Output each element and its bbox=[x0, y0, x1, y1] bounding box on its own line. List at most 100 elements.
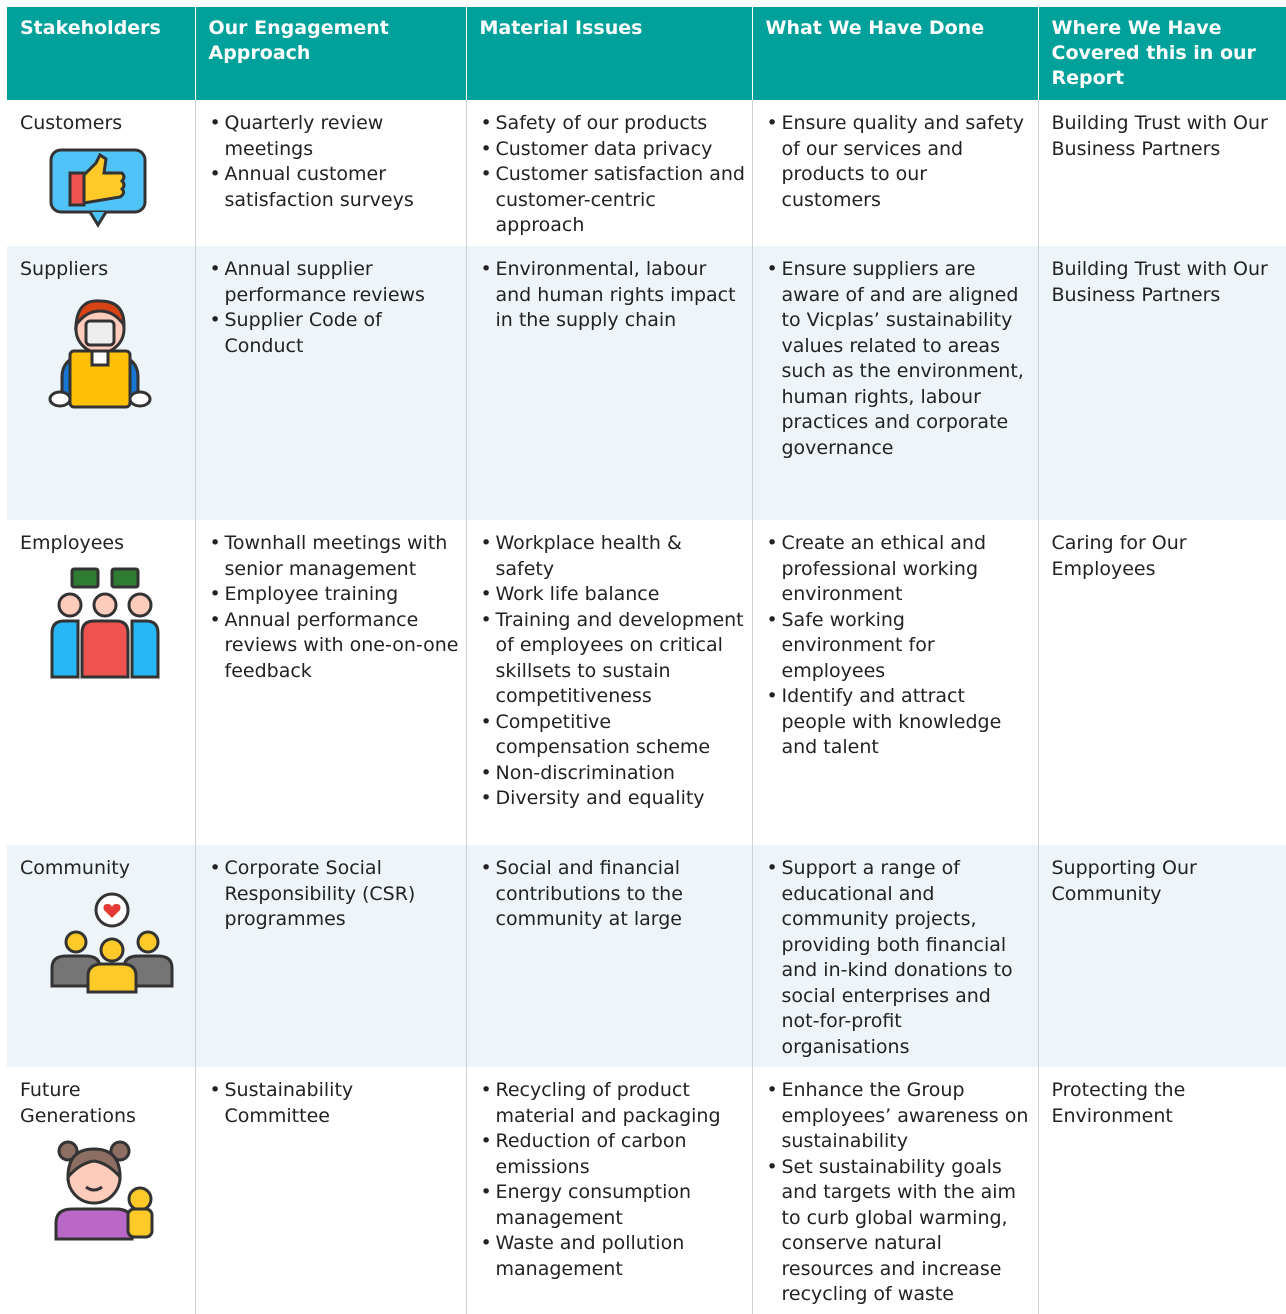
icon-shape bbox=[74, 298, 126, 330]
supplier-icon bbox=[48, 298, 152, 408]
icon-shape bbox=[90, 349, 110, 366]
issue-item: Customer data privacy bbox=[481, 137, 746, 163]
approach-list: Sustainability Committee bbox=[209, 1078, 460, 1129]
issue-list: Recycling of product material and packag… bbox=[480, 1078, 746, 1282]
table-wrap: Stakeholders Our Engagement Approach Mater… bbox=[7, 7, 1286, 1314]
employee-icon bbox=[50, 567, 160, 678]
approach-item: Townhall meetings with senior management bbox=[210, 531, 460, 582]
issue-item: Recycling of product material and packag… bbox=[481, 1078, 746, 1129]
icon-shape bbox=[110, 567, 140, 588]
icon-shape bbox=[70, 567, 100, 588]
action-item: Ensure suppliers are aware of and are al… bbox=[767, 257, 1032, 461]
approach-cell: Quarterly review meetingsAnnual customer… bbox=[194, 100, 466, 246]
report-cell: Building Trust with Our Business Partner… bbox=[1037, 100, 1286, 246]
icon-shape bbox=[80, 619, 130, 678]
icon-shape bbox=[130, 619, 160, 678]
header-cell: What We Have Done bbox=[751, 7, 1038, 100]
customer-icon bbox=[49, 148, 147, 228]
icon-shape bbox=[92, 592, 118, 617]
action-item: Safe working environment for employees bbox=[767, 608, 1032, 685]
approach-item: Corporate Social Responsibility (CSR) pr… bbox=[210, 856, 460, 933]
issue-list: Safety of our productsCustomer data priv… bbox=[480, 111, 746, 239]
action-item: Enhance the Group employees’ awareness o… bbox=[767, 1078, 1032, 1155]
action-cell: Ensure suppliers are aware of and are al… bbox=[751, 246, 1038, 520]
issue-list: Social and financial contributions to th… bbox=[480, 856, 746, 933]
stakeholder-cell: Suppliers bbox=[7, 246, 195, 520]
approach-item: Annual supplier performance reviews bbox=[210, 257, 460, 308]
action-item: Set sustainability goals and targets wit… bbox=[767, 1155, 1032, 1308]
issue-item: Diversity and equality bbox=[481, 786, 746, 812]
action-cell: Create an ethical and professional worki… bbox=[751, 520, 1038, 845]
stakeholder-name: Employees bbox=[20, 532, 124, 554]
header-row: Stakeholders Our Engagement Approach Mater… bbox=[7, 7, 1286, 100]
approach-item: Annual customer satisfaction surveys bbox=[210, 162, 460, 213]
future-icon bbox=[54, 1140, 154, 1241]
issue-item: Training and development of employees on… bbox=[481, 608, 746, 710]
stakeholder-cell: Community bbox=[7, 845, 195, 1067]
header-cell: Stakeholders bbox=[7, 7, 195, 100]
table-row: Community Corporate Social Responsibilit… bbox=[7, 845, 1286, 1067]
icon-shape bbox=[68, 171, 86, 206]
approach-item: Sustainability Committee bbox=[210, 1078, 460, 1129]
action-item: Create an ethical and professional worki… bbox=[767, 531, 1032, 608]
approach-item: Quarterly review meetings bbox=[210, 111, 460, 162]
icon-shape bbox=[54, 1207, 134, 1241]
icon-shape bbox=[99, 937, 125, 962]
stakeholder-name: Customers bbox=[20, 112, 123, 134]
action-cell: Support a range of educational and commu… bbox=[751, 845, 1038, 1067]
header-cell: Our Engagement Approach bbox=[194, 7, 466, 100]
table-head: Stakeholders Our Engagement Approach Mater… bbox=[7, 7, 1286, 100]
issue-item: Safety of our products bbox=[481, 111, 746, 137]
issue-item: Energy consumption management bbox=[481, 1180, 746, 1231]
icon-shape bbox=[57, 592, 83, 617]
action-cell: Ensure quality and safety of our service… bbox=[751, 100, 1038, 246]
action-item: Support a range of educational and commu… bbox=[767, 856, 1032, 1060]
report-cell: Building Trust with Our Business Partner… bbox=[1037, 246, 1286, 520]
table-row: Future Generations Sustainability Commit… bbox=[7, 1067, 1286, 1314]
community-icon bbox=[50, 892, 174, 993]
action-list: Support a range of educational and commu… bbox=[766, 856, 1032, 1060]
approach-cell: Annual supplier performance reviewsSuppl… bbox=[194, 246, 466, 520]
report-cell: Caring for Our Employees bbox=[1037, 520, 1286, 845]
approach-cell: Corporate Social Responsibility (CSR) pr… bbox=[194, 845, 466, 1067]
action-list: Ensure quality and safety of our service… bbox=[766, 111, 1032, 213]
approach-list: Annual supplier performance reviewsSuppl… bbox=[209, 257, 460, 359]
approach-item: Annual performance reviews with one-on-o… bbox=[210, 608, 460, 685]
icon-shape bbox=[84, 319, 116, 346]
icon-shape bbox=[82, 152, 126, 205]
action-item: Identify and attract people with knowled… bbox=[767, 684, 1032, 761]
issue-item: Customer satisfaction and customer-centr… bbox=[481, 162, 746, 239]
icon-shape bbox=[126, 1207, 154, 1239]
action-list: Ensure suppliers are aware of and are al… bbox=[766, 257, 1032, 461]
issue-list: Workplace health & safetyWork life balan… bbox=[480, 531, 746, 812]
table-row: Employees Townhall meetings with senior … bbox=[7, 520, 1286, 845]
approach-list: Corporate Social Responsibility (CSR) pr… bbox=[209, 856, 460, 933]
icon-shape bbox=[85, 1185, 103, 1192]
issue-list: Environmental, labour and human rights i… bbox=[480, 257, 746, 334]
icon-shape bbox=[127, 1186, 153, 1212]
stakeholder-name: Suppliers bbox=[20, 258, 109, 280]
approach-list: Quarterly review meetingsAnnual customer… bbox=[209, 111, 460, 213]
icon-shape bbox=[88, 210, 108, 228]
report-cell: Protecting the Environment bbox=[1037, 1067, 1286, 1314]
report-cell: Supporting Our Community bbox=[1037, 845, 1286, 1067]
stakeholder-cell: Employees bbox=[7, 520, 195, 845]
stakeholder-cell: Customers bbox=[7, 100, 195, 246]
icon-shape bbox=[57, 1140, 79, 1162]
icon-shape bbox=[86, 962, 138, 993]
icon-shape bbox=[127, 592, 153, 617]
issue-cell: Recycling of product material and packag… bbox=[465, 1067, 752, 1314]
issue-cell: Safety of our productsCustomer data priv… bbox=[465, 100, 752, 246]
issue-item: Waste and pollution management bbox=[481, 1231, 746, 1282]
header-cell: Where We Have Covered this in our Report bbox=[1037, 7, 1286, 100]
icon-shape bbox=[128, 390, 152, 407]
icon-shape bbox=[48, 390, 72, 407]
approach-item: Employee training bbox=[210, 582, 460, 608]
action-list: Enhance the Group employees’ awareness o… bbox=[766, 1078, 1032, 1308]
header-cell: Material Issues bbox=[465, 7, 752, 100]
issue-item: Workplace health & safety bbox=[481, 531, 746, 582]
action-item: Ensure quality and safety of our service… bbox=[767, 111, 1032, 213]
issue-item: Competitive compensation scheme bbox=[481, 710, 746, 761]
